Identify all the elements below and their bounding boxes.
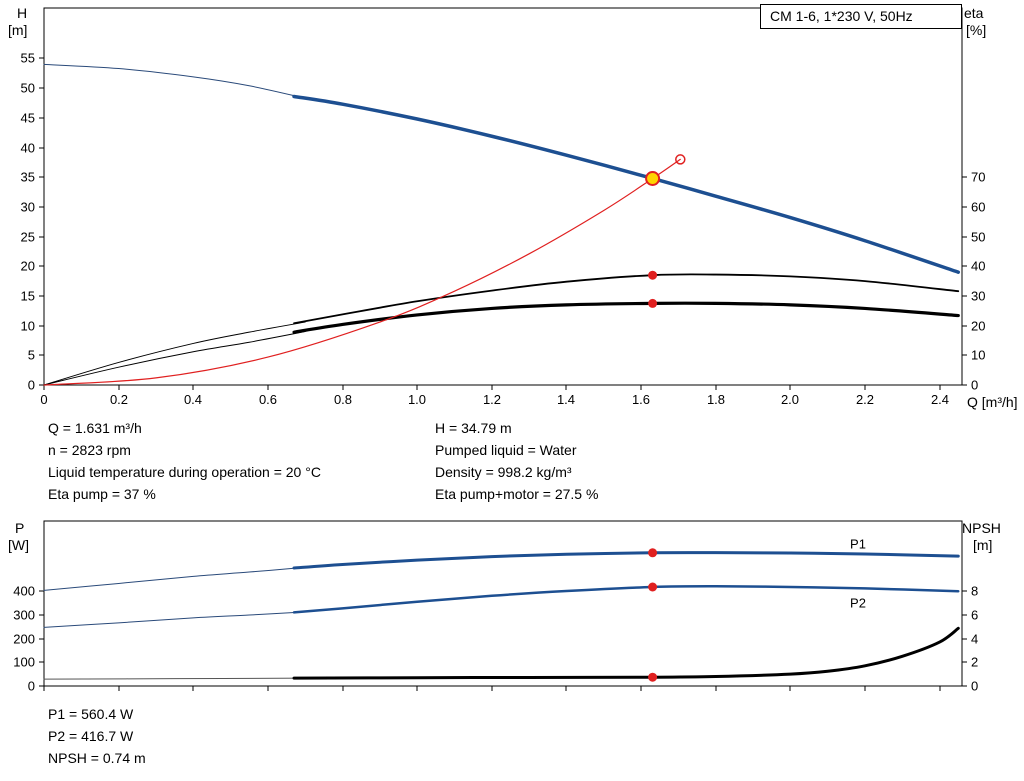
npsh-curve [292, 626, 960, 680]
eta-pump-curve-extension [43, 321, 306, 386]
p1-label: P1 [850, 537, 866, 552]
p2-point [648, 582, 658, 592]
p2-curve-extension [43, 611, 306, 628]
x-tick-label: 0.8 [334, 392, 352, 407]
x-tick-label: 0.2 [110, 392, 128, 407]
info-flow: Q = 1.631 m³/h [48, 420, 142, 436]
x-tick-label: 1.2 [483, 392, 501, 407]
y-left-tick-label: 100 [13, 655, 35, 670]
x-tick-label: 0 [40, 392, 47, 407]
eta-pump-motor-curve-extension [43, 331, 306, 386]
eta-pump-motor-point [648, 298, 658, 308]
npsh-curve-extension [43, 677, 306, 680]
y-left-tick-label: 25 [21, 230, 35, 245]
p-axis-label: P [15, 520, 25, 536]
y-left-tick-label: 10 [21, 319, 35, 334]
p1-point [648, 548, 658, 558]
head-curve-extension [43, 63, 306, 99]
system-curve [43, 158, 681, 386]
y-right-tick-label: 20 [971, 319, 985, 334]
x-tick-label: 1.8 [707, 392, 725, 407]
q-axis-label: Q [m³/h] [967, 394, 1018, 410]
npsh-axis-unit: [m] [973, 537, 993, 553]
x-tick-label: 0.6 [259, 392, 277, 407]
y-left-tick-label: 20 [21, 259, 35, 274]
y-left-tick-label: 0 [28, 378, 35, 393]
y-left-tick-label: 5 [28, 348, 35, 363]
y-right-tick-label: 40 [971, 259, 985, 274]
y-left-tick-label: 200 [13, 632, 35, 647]
info-npsh: NPSH = 0.74 m [48, 750, 146, 766]
h-axis-label: H [17, 5, 28, 21]
power-npsh-chart: 0 100 200 300 400 0 2 4 6 8 P1 P2 [13, 520, 978, 694]
y-right-tick-label: 0 [971, 679, 978, 694]
y-right-tick-label: 50 [971, 230, 985, 245]
info-p2: P2 = 416.7 W [48, 728, 134, 744]
h-axis-unit: [m] [8, 22, 28, 38]
x-tick-label: 1.0 [408, 392, 426, 407]
x-tick-label: 2.4 [931, 392, 949, 407]
y-right-tick-label: 70 [971, 170, 985, 185]
preview-point [675, 154, 686, 165]
hq-eta-chart: 0 5 10 15 20 25 30 35 40 45 50 55 0 10 20 30 40 50 60 70 0 0.… [21, 7, 985, 407]
npsh-point [648, 672, 658, 682]
info-head: H = 34.79 m [435, 420, 512, 436]
y-right-tick-label: 0 [971, 378, 978, 393]
y-left-tick-label: 50 [21, 81, 35, 96]
y-right-tick-label: 60 [971, 200, 985, 215]
p1-curve [292, 551, 960, 570]
eta-axis-label: eta [964, 5, 984, 21]
y-right-tick-label: 30 [971, 289, 985, 304]
y-left-tick-label: 55 [21, 51, 35, 66]
y-left-tick-label: 400 [13, 584, 35, 599]
x-tick-label: 1.6 [632, 392, 650, 407]
y-left-tick-label: 300 [13, 608, 35, 623]
y-right-tick-label: 2 [971, 655, 978, 670]
chart-title-box: CM 1-6, 1*230 V, 50Hz [760, 4, 962, 29]
p2-label: P2 [850, 595, 866, 610]
info-temperature: Liquid temperature during operation = 20… [48, 464, 321, 480]
chart-title: CM 1-6, 1*230 V, 50Hz [770, 8, 913, 24]
hq-eta-chart-frame [43, 7, 963, 386]
y-right-tick-label: 8 [971, 584, 978, 599]
y-right-tick-label: 4 [971, 632, 978, 647]
p2-curve [292, 585, 960, 614]
x-tick-label: 0.4 [184, 392, 202, 407]
eta-pump-point [648, 270, 658, 280]
info-eta-pump-motor: Eta pump+motor = 27.5 % [435, 486, 599, 502]
x-tick-label: 2.0 [781, 392, 799, 407]
eta-pump-motor-curve [292, 301, 960, 334]
eta-pump-curve [293, 273, 960, 325]
p-axis-unit: [W] [8, 537, 29, 553]
npsh-axis-label: NPSH [962, 520, 1001, 536]
info-p1: P1 = 560.4 W [48, 706, 134, 722]
x-tick-label: 2.2 [856, 392, 874, 407]
info-liquid: Pumped liquid = Water [435, 442, 577, 458]
y-left-tick-label: 30 [21, 200, 35, 215]
p1-curve-extension [43, 566, 306, 591]
y-right-tick-label: 10 [971, 348, 985, 363]
duty-point[interactable] [645, 171, 661, 186]
x-tick-label: 1.4 [557, 392, 575, 407]
info-density: Density = 998.2 kg/m³ [435, 464, 572, 480]
y-left-tick-label: 0 [28, 679, 35, 694]
info-speed: n = 2823 rpm [48, 442, 131, 458]
y-left-tick-label: 40 [21, 141, 35, 156]
y-right-tick-label: 6 [971, 608, 978, 623]
y-left-tick-label: 35 [21, 170, 35, 185]
head-curve [292, 94, 961, 274]
info-eta-pump: Eta pump = 37 % [48, 486, 156, 502]
eta-axis-unit: [%] [966, 22, 987, 38]
power-npsh-chart-frame [43, 520, 963, 687]
y-left-tick-label: 45 [21, 111, 35, 126]
y-left-tick-label: 15 [21, 289, 35, 304]
